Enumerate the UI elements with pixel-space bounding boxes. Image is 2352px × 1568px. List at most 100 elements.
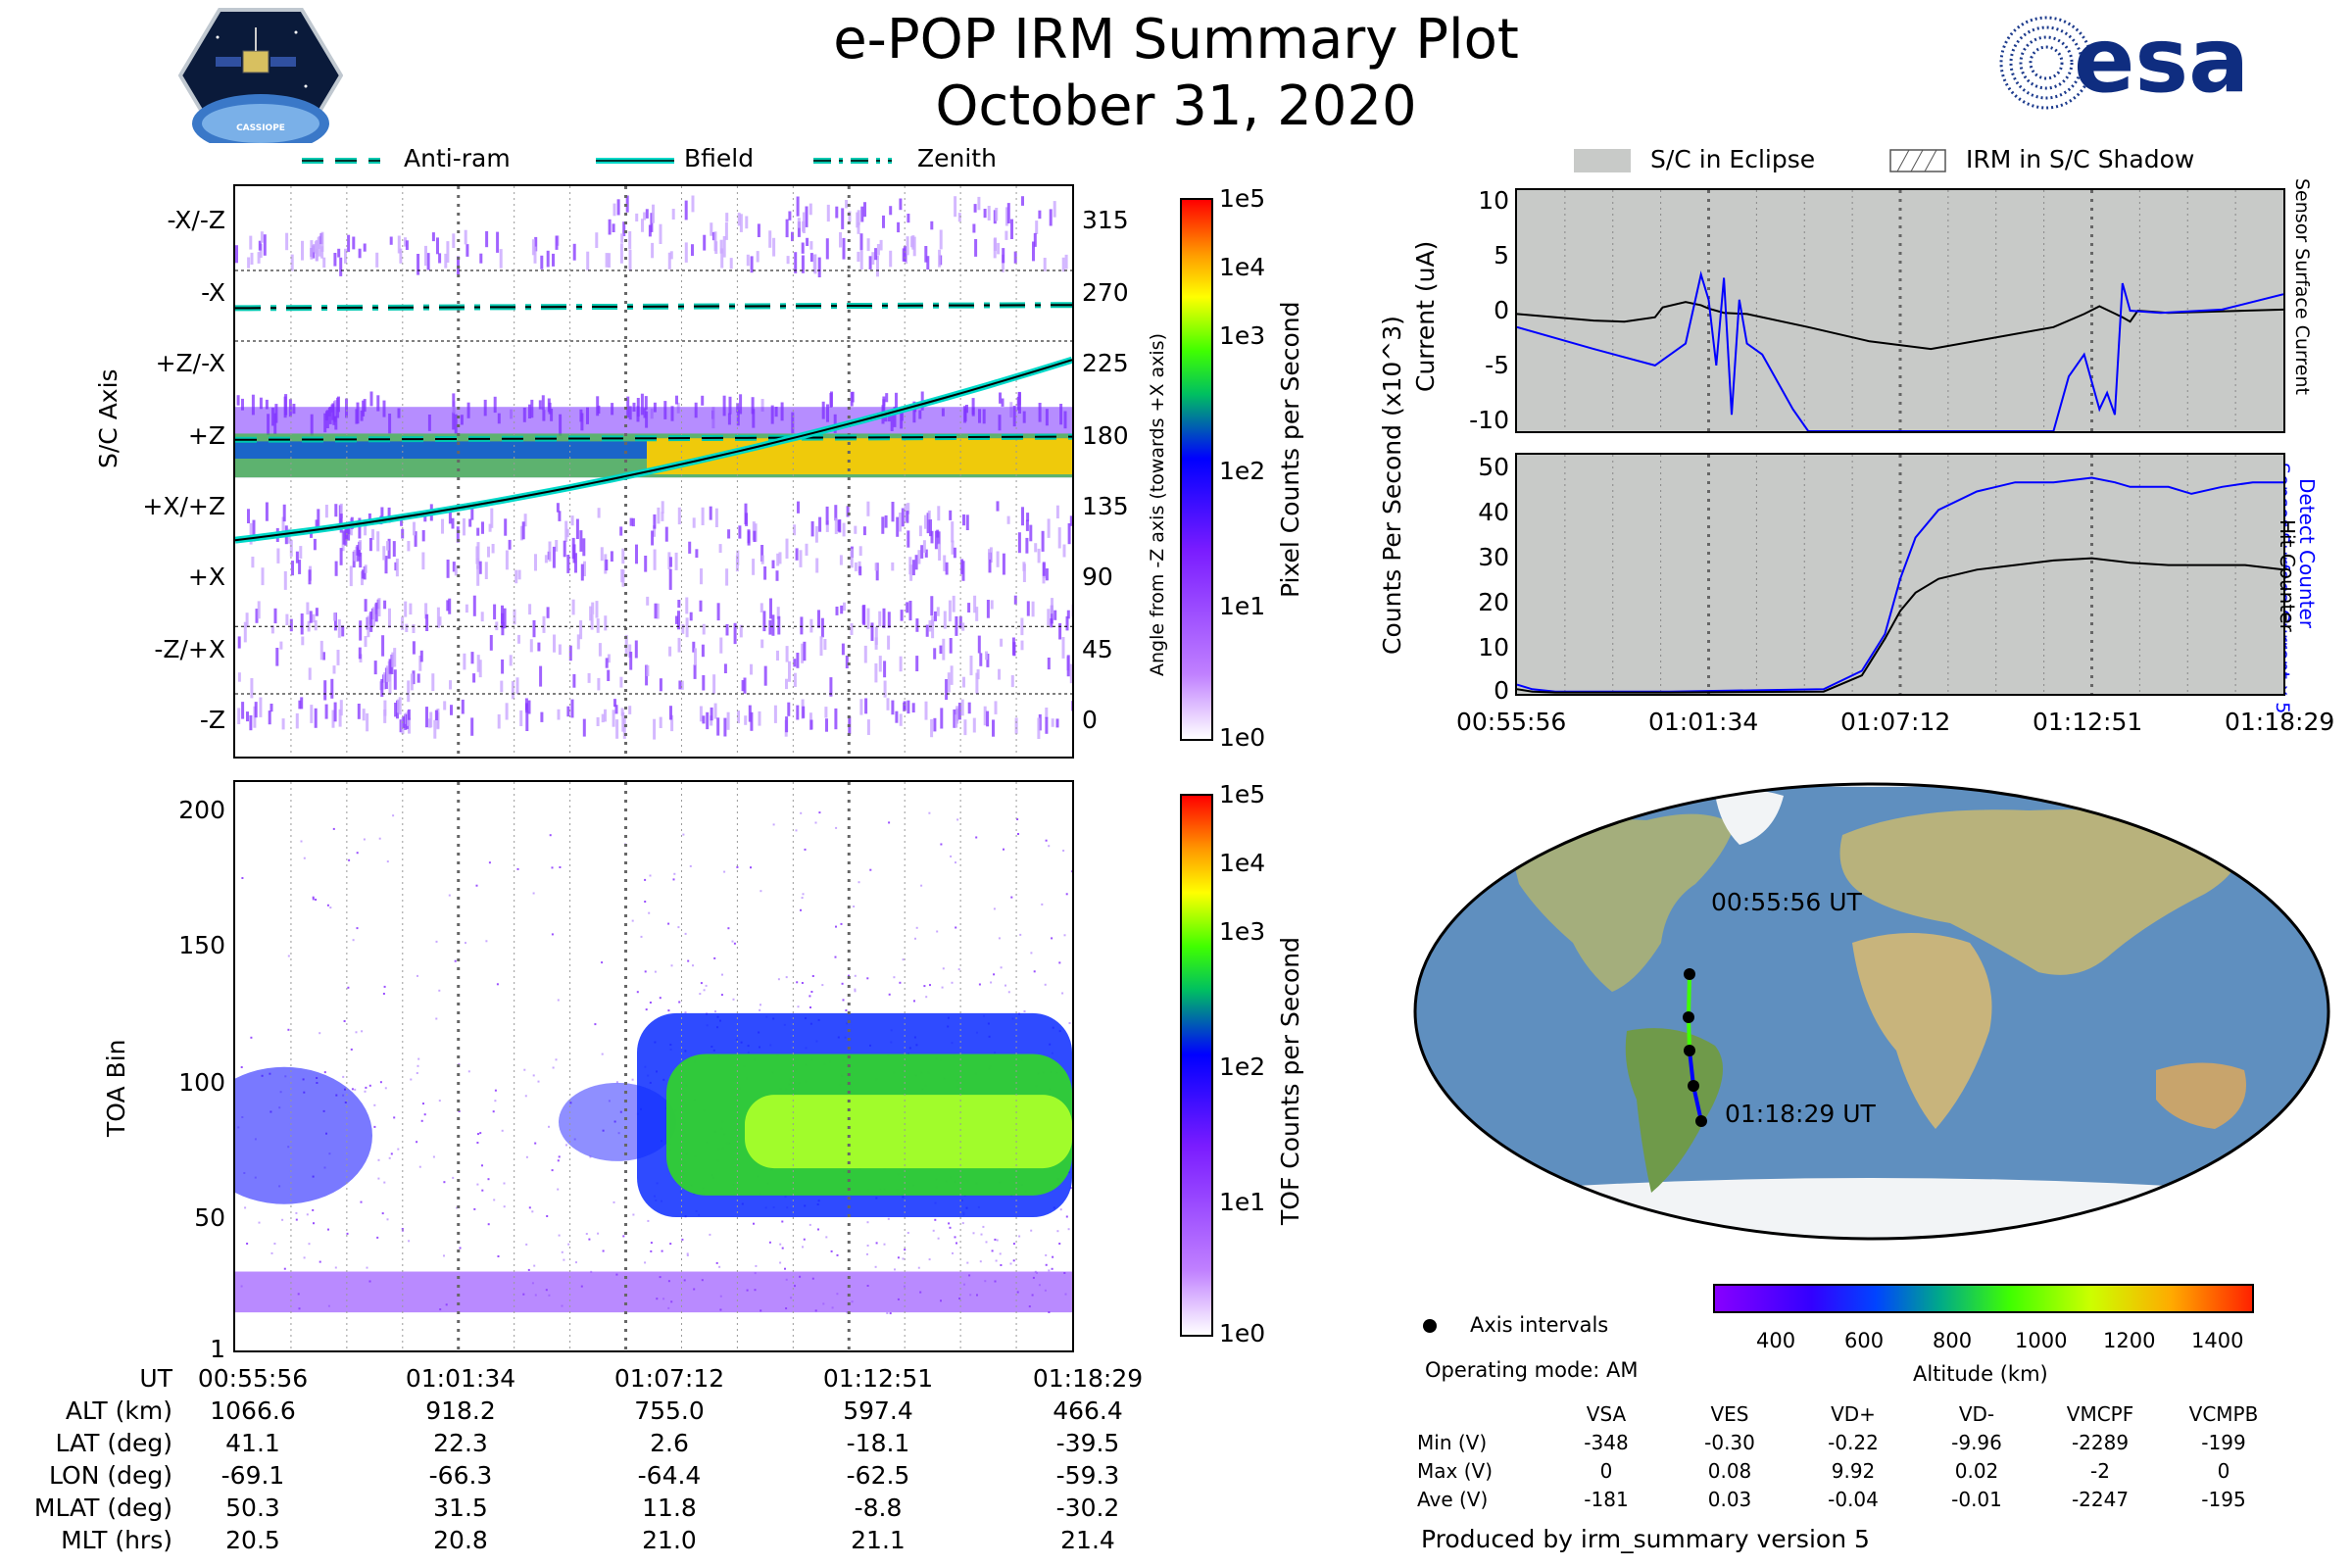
heat-cell [908,557,912,575]
esa-logo-icon: esa [1995,8,2279,113]
heat-cell [922,540,926,554]
ephemeris-row-label: MLT (hrs) [61,1526,172,1554]
heat-cell [986,600,990,618]
toa-dot [814,821,817,824]
toa-dot [937,1237,940,1240]
heat-cell [1017,532,1021,554]
toa-dot [557,1159,560,1162]
toa-dot [487,1178,490,1181]
toa-dot [904,1249,906,1251]
toa-dot [487,1223,490,1226]
heat-cell [659,678,662,692]
heat-cell [542,615,546,633]
heat-cell [566,555,570,573]
heat-cell [1031,601,1035,617]
toa-dot [727,927,730,930]
heat-cell [552,253,555,267]
toa-dot [808,995,811,998]
toa-dot [1051,937,1054,940]
heat-cell [1004,230,1008,240]
toa-dot [654,970,657,973]
heat-cell [241,398,244,411]
heat-cell [1037,548,1041,564]
heat-cell [931,615,935,627]
heat-cell [737,710,740,723]
heat-cell [785,716,789,733]
heat-cell [423,513,427,522]
toa-dot [841,982,844,985]
toa-dot [866,1245,869,1247]
heat-cell [580,564,584,581]
heat-cell [283,570,287,590]
toa-dot [377,1158,380,1161]
heat-cell [628,644,632,659]
toa-dot [1030,952,1033,955]
toa-dot [448,894,451,897]
heat-cell [887,612,891,628]
toa-dot [894,1268,896,1271]
heat-cell [397,235,401,254]
heat-cell [622,717,626,739]
heat-cell [493,396,497,414]
heat-cell [1006,515,1010,524]
ephemeris-cell: 2.6 [650,1429,689,1457]
heat-cell [983,706,987,726]
heat-cell [949,638,953,654]
heat-cell [1026,601,1030,616]
toa-dot [802,893,805,896]
toa-dot [1045,839,1048,842]
heat-cell [386,541,389,551]
heat-cell [521,521,525,540]
heat-cell [1021,507,1024,526]
legend-antiram: Anti-ram [404,144,511,172]
heat-cell [1064,254,1068,270]
heat-cell [689,612,693,621]
toa-dot [952,1251,954,1254]
heat-cell [1061,257,1065,272]
toa-dot [760,890,762,893]
heat-cell [322,257,326,269]
heat-cell [927,510,931,520]
heat-cell [678,680,682,690]
toa-dot [785,976,788,979]
heat-cell [640,393,644,416]
heat-cell [785,538,789,559]
heat-cell [793,524,797,536]
heat-cell [1011,637,1015,656]
heat-cell [752,559,756,575]
heat-cell [716,717,720,736]
heat-cell [426,253,430,270]
heat-cell [373,661,377,675]
heat-cell [505,550,509,570]
heat-cell [544,555,548,564]
heat-cell [947,672,951,693]
toa-dot [1058,1243,1061,1245]
toa-dot [376,1236,379,1239]
heat-cell [1010,219,1013,239]
toa-dot [678,1001,681,1004]
antiram-line-core [235,435,1072,441]
heat-cell [699,600,703,612]
heat-cell [616,199,620,216]
current-ylabel: Current (uA) [1411,240,1440,392]
toa-dot [736,865,739,868]
heat-cell [246,711,249,722]
heat-cell [333,612,337,631]
heat-cell [862,526,866,536]
stats-row: Ave (V) -181 0.03 -0.04 -0.01 -2247 -195 [1417,1485,2285,1513]
stats-cell: Max (V) [1417,1458,1493,1483]
heat-cell [478,660,482,678]
heat-cell [815,558,819,573]
heat-cell [301,636,305,646]
heat-cell [446,241,450,263]
heat-cell [300,613,304,635]
toa-band-core [745,1095,1072,1169]
heat-cell [1001,398,1004,407]
heat-cell [653,549,657,570]
track-interval-point [1684,1045,1695,1056]
heat-cell [915,656,919,671]
heat-cell [817,610,820,628]
heat-cell [383,672,386,690]
heat-cell [808,203,812,216]
toa-dot [874,1265,877,1268]
